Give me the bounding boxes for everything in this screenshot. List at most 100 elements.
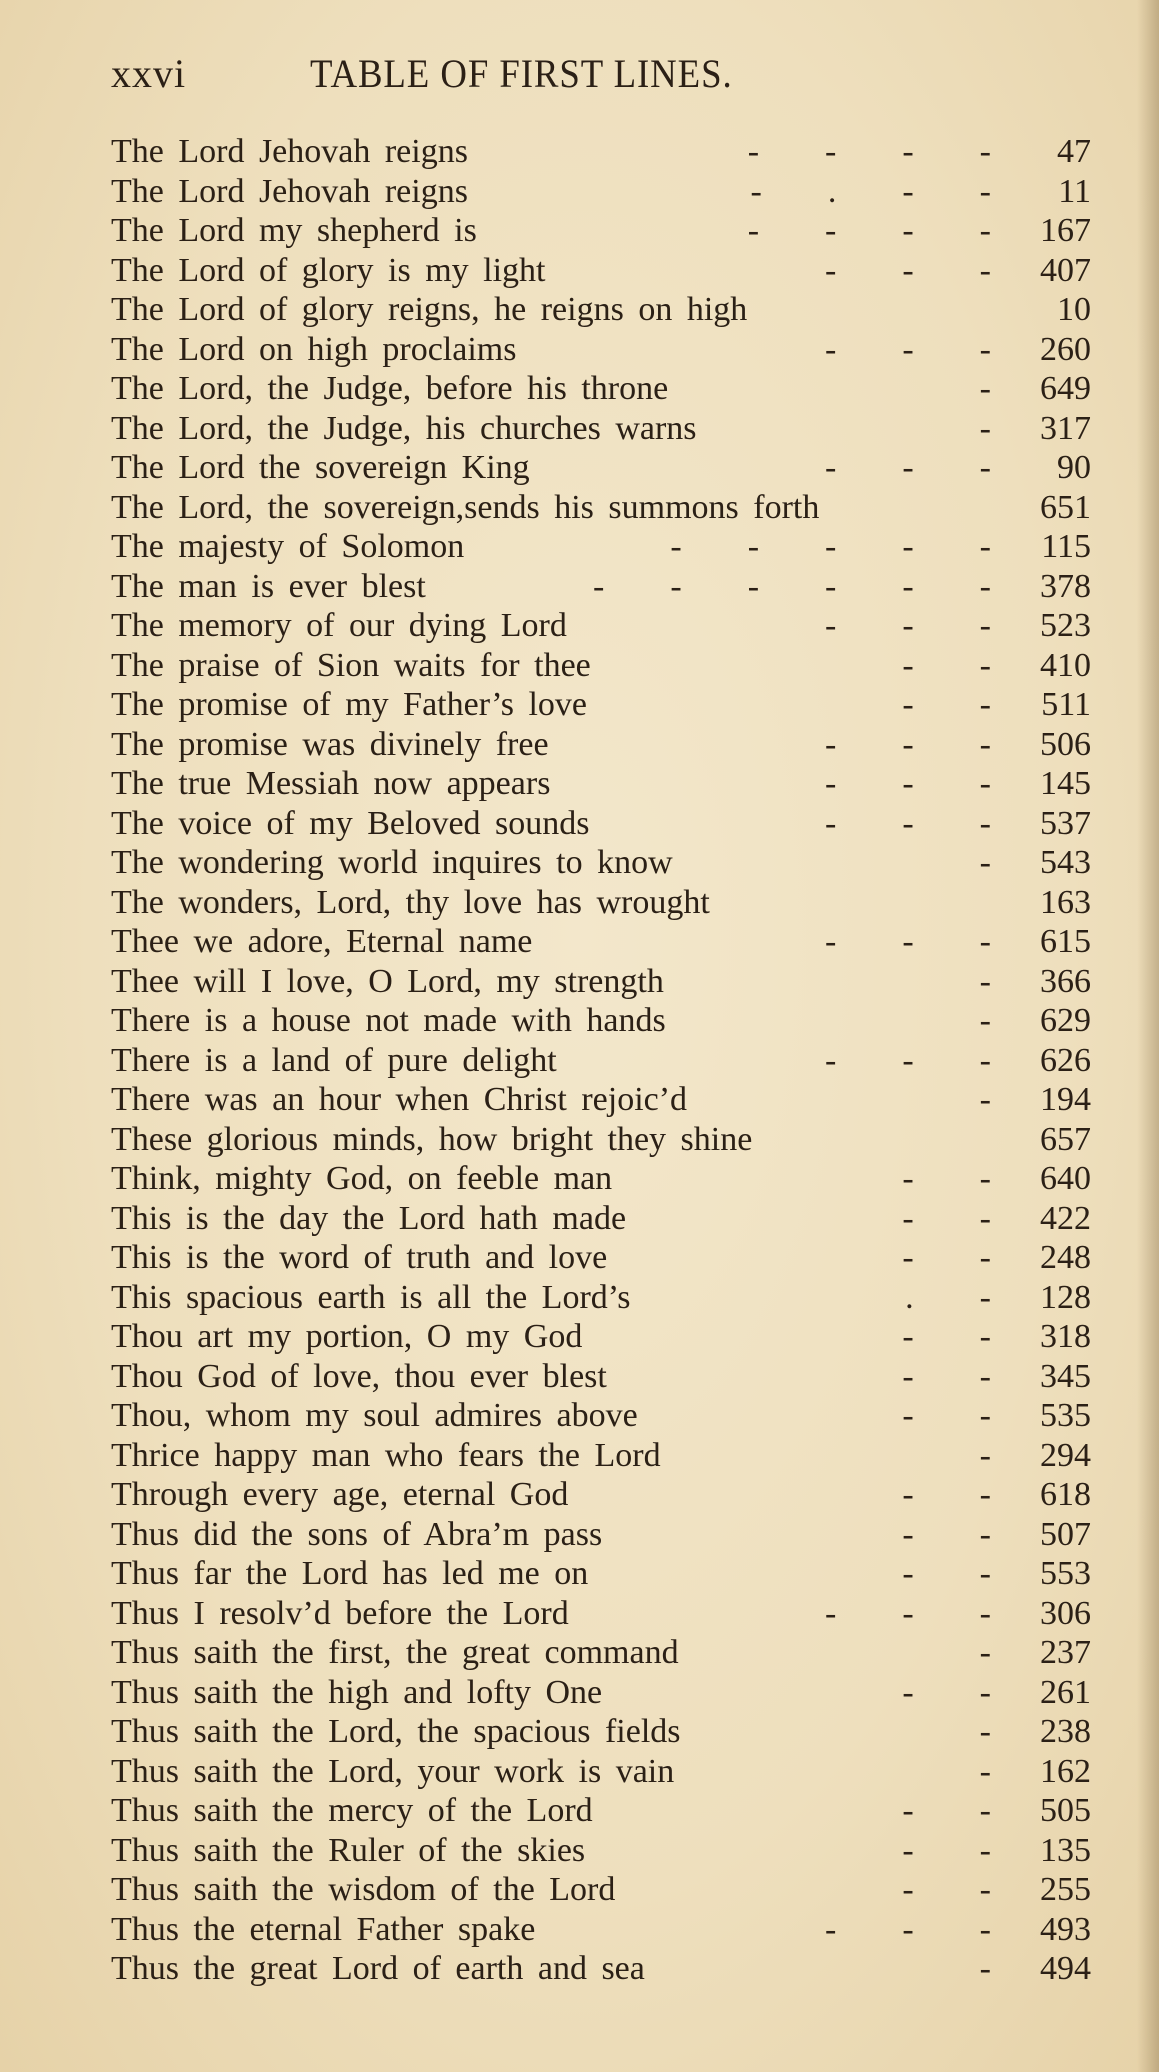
- leader-mark: -: [902, 1041, 914, 1079]
- hymn-number: 378: [1040, 567, 1091, 605]
- leader-mark: -: [979, 1831, 991, 1869]
- first-line-text: There is a house not made with hands: [111, 1002, 666, 1039]
- dot-leader: --: [902, 1554, 991, 1594]
- leader-mark: -: [979, 1278, 991, 1316]
- table-row: This is the day the Lord hath made - -422: [111, 1199, 1091, 1239]
- running-header: xxvi TABLE OF FIRST LINES.: [111, 50, 1091, 100]
- dot-leader: ---: [825, 251, 991, 291]
- first-line-text: The voice of my Beloved sounds: [111, 804, 590, 842]
- table-row: The majesty of Solomon - - - - - 115: [111, 527, 1091, 567]
- leader-mark: -: [902, 725, 914, 763]
- table-row: The Lord, the Judge, before his throne - 6…: [111, 369, 1091, 409]
- first-line-text: Thou art my portion, O my God: [111, 1318, 583, 1355]
- dot-leader: ---: [825, 764, 991, 804]
- table-row: Thus the eternal Father spake - - - 493: [111, 1910, 1091, 1950]
- leader-mark: -: [747, 567, 760, 605]
- first-line-text: The Lord Jehovah reigns: [111, 172, 468, 210]
- dot-leader: ---: [825, 725, 991, 765]
- dot-leader: ---: [825, 606, 991, 646]
- leader-mark: -: [979, 1950, 991, 1987]
- table-row: The Lord of glory is my light - - - 407: [111, 251, 1091, 291]
- first-line-text: This is the word of truth and love: [111, 1239, 608, 1276]
- leader-mark: -: [979, 725, 991, 763]
- first-line-text: Thus the eternal Father spake: [111, 1910, 536, 1948]
- leader-mark: -: [747, 528, 760, 565]
- leader-mark: -: [979, 646, 991, 684]
- dot-leader: ----: [748, 211, 991, 251]
- hymn-number: 194: [1040, 1081, 1091, 1118]
- hymn-number: 553: [1040, 1555, 1091, 1592]
- dot-leader: -: [980, 1436, 991, 1476]
- leader-mark: -: [902, 1239, 914, 1276]
- dot-leader: -: [980, 843, 991, 883]
- first-line-text: Thrice happy man who fears the Lord: [111, 1436, 661, 1474]
- table-row: The promise of my Father’s love - -511: [111, 685, 1091, 725]
- leader-mark: -: [747, 133, 760, 170]
- hymn-number: 657: [1040, 1120, 1091, 1158]
- dot-leader: -: [980, 1752, 991, 1792]
- leader-mark: -: [902, 1476, 914, 1513]
- table-row: The Lord Jehovah reigns -. - - 11: [111, 172, 1091, 212]
- dot-leader: -: [980, 1949, 991, 1989]
- leader-mark: -: [825, 567, 837, 605]
- hymn-number: 11: [1058, 172, 1091, 210]
- leader-mark: -: [979, 607, 991, 644]
- dot-leader: ---: [825, 922, 991, 962]
- hymn-number: 506: [1040, 725, 1091, 763]
- first-line-text: This is the day the Lord hath made: [111, 1199, 627, 1237]
- first-line-text: Thus saith the Ruler of the skies: [111, 1831, 586, 1869]
- table-row: There is a house not made with hands - 629: [111, 1001, 1091, 1041]
- leader-mark: -: [979, 923, 991, 960]
- page-number: xxvi: [111, 51, 187, 96]
- first-line-text: Thee we adore, Eternal name: [111, 923, 533, 960]
- dot-leader: -: [980, 1712, 991, 1752]
- first-line-text: The Lord the sovereign King: [111, 449, 530, 486]
- leader-mark: -: [979, 1555, 991, 1592]
- first-line-text: The majesty of Solomon: [111, 528, 465, 565]
- leader-mark: -: [979, 528, 991, 565]
- dot-leader: --: [902, 1159, 991, 1199]
- first-line-text: These glorious minds, how bright they sh…: [111, 1120, 753, 1158]
- hymn-number: 318: [1040, 1318, 1091, 1355]
- dot-leader: --: [902, 1673, 991, 1713]
- leader-mark: -: [979, 1081, 991, 1118]
- table-row: Thus saith the Lord, your work is vain - 1…: [111, 1752, 1091, 1792]
- leader-mark: -: [902, 1831, 914, 1869]
- table-row: Thus saith the first, the great command -…: [111, 1633, 1091, 1673]
- hymn-number: 135: [1040, 1831, 1091, 1869]
- page-edge-shadow: [1137, 0, 1159, 2072]
- table-row: The Lord Jehovah reigns - - - - 47: [111, 132, 1091, 172]
- hymn-number: 306: [1040, 1594, 1091, 1632]
- first-line-text: The man is ever blest: [111, 567, 426, 605]
- first-line-text: The Lord on high proclaims: [111, 330, 517, 368]
- leader-mark: -: [979, 1476, 991, 1513]
- hymn-number: 651: [1040, 488, 1091, 526]
- hymn-number: 162: [1040, 1752, 1091, 1790]
- hymn-number: 511: [1041, 686, 1091, 723]
- hymn-number: 649: [1040, 370, 1091, 407]
- hymn-number: 494: [1040, 1950, 1091, 1987]
- leader-mark: -: [979, 1199, 991, 1237]
- dot-leader: ---: [825, 448, 991, 488]
- first-line-text: Thus far the Lord has led me on: [111, 1555, 589, 1592]
- table-row: Thee we adore, Eternal name - - - 615: [111, 922, 1091, 962]
- dot-leader: --: [902, 685, 991, 725]
- leader-mark: -: [902, 804, 914, 842]
- table-row: Think, mighty God, on feeble man - -640: [111, 1159, 1091, 1199]
- table-row: This is the word of truth and love - -248: [111, 1238, 1091, 1278]
- table-row: Thrice happy man who fears the Lord - 294: [111, 1436, 1091, 1476]
- leader-mark: -: [979, 172, 991, 210]
- dot-leader: ---: [825, 804, 991, 844]
- dot-leader: ---: [825, 330, 991, 370]
- first-line-text: Thus saith the high and lofty One: [111, 1673, 603, 1711]
- hymn-number: 493: [1040, 1910, 1091, 1948]
- hymn-number: 626: [1040, 1041, 1091, 1079]
- first-line-text: The promise was divinely free: [111, 725, 549, 763]
- leader-mark: -: [825, 1594, 837, 1632]
- leader-mark: -: [979, 1792, 991, 1829]
- hymn-number: 128: [1040, 1278, 1091, 1316]
- hymn-number: 294: [1040, 1436, 1091, 1474]
- hymn-number: 237: [1040, 1634, 1091, 1671]
- first-line-text: Thus saith the first, the great command: [111, 1634, 679, 1671]
- hymn-number: 535: [1040, 1397, 1091, 1434]
